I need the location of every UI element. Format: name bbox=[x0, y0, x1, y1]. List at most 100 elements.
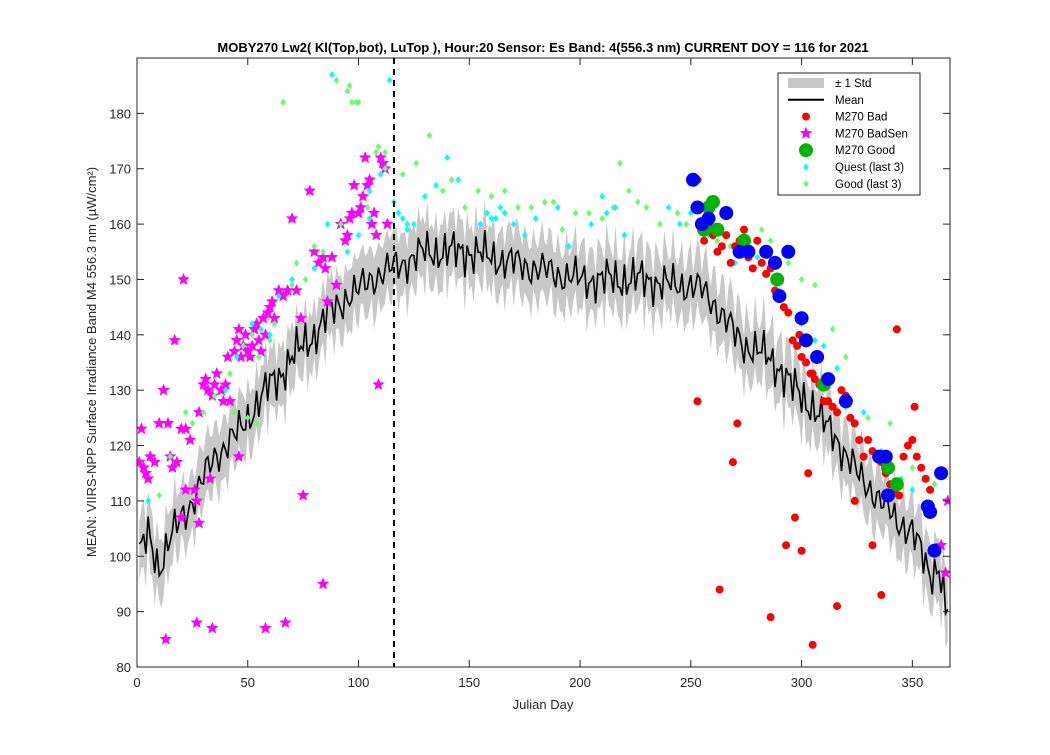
data-point bbox=[312, 256, 326, 269]
data-point bbox=[788, 336, 797, 345]
data-point bbox=[475, 187, 481, 195]
data-point bbox=[910, 402, 919, 411]
legend-item-good: M270 Good bbox=[799, 143, 895, 158]
data-point bbox=[846, 413, 855, 422]
data-point bbox=[766, 613, 775, 622]
data-point bbox=[253, 419, 260, 427]
data-point bbox=[400, 170, 406, 178]
data-point bbox=[318, 261, 332, 274]
data-point bbox=[550, 198, 557, 206]
legend-swatch bbox=[802, 112, 810, 121]
data-point bbox=[850, 419, 859, 428]
data-point bbox=[657, 220, 663, 228]
y-axis: 80 90 100 110 120 130 140 150 160 170 180 bbox=[109, 106, 950, 675]
data-point bbox=[156, 491, 162, 499]
data-point bbox=[843, 353, 849, 361]
data-point bbox=[279, 616, 292, 629]
data-point bbox=[382, 165, 388, 173]
series-blue bbox=[686, 172, 949, 558]
y-tick-label: 100 bbox=[109, 549, 131, 564]
data-point bbox=[316, 577, 330, 590]
legend-swatch bbox=[799, 143, 813, 158]
data-point bbox=[909, 464, 916, 472]
data-point bbox=[521, 231, 528, 239]
data-point bbox=[366, 187, 373, 195]
data-point bbox=[559, 226, 566, 234]
data-point bbox=[285, 211, 299, 224]
x-tick-label: 100 bbox=[348, 675, 370, 690]
x-tick-label: 150 bbox=[458, 675, 480, 690]
data-point bbox=[364, 203, 371, 211]
legend-swatch bbox=[803, 163, 809, 171]
data-point bbox=[772, 289, 787, 304]
data-point bbox=[311, 242, 318, 250]
data-point bbox=[781, 244, 796, 259]
data-point bbox=[145, 497, 151, 505]
y-tick-label: 90 bbox=[117, 605, 131, 620]
legend-label: Quest (last 3) bbox=[835, 162, 904, 174]
data-point bbox=[182, 408, 189, 416]
data-point bbox=[307, 245, 321, 258]
data-point bbox=[797, 352, 806, 361]
mean-line bbox=[138, 230, 949, 617]
data-point bbox=[356, 189, 370, 202]
data-point bbox=[812, 336, 818, 344]
data-point bbox=[713, 247, 722, 256]
x-tick-label: 350 bbox=[901, 675, 923, 690]
data-point bbox=[759, 244, 774, 259]
data-point bbox=[834, 364, 840, 372]
data-point bbox=[700, 236, 709, 245]
data-point bbox=[211, 392, 218, 400]
data-point bbox=[380, 217, 394, 230]
plot-frame bbox=[136, 57, 951, 668]
legend-item-bad: M270 Bad bbox=[802, 112, 887, 124]
data-point bbox=[462, 203, 468, 211]
data-point bbox=[174, 510, 188, 523]
data-point bbox=[880, 488, 895, 503]
data-point bbox=[455, 176, 462, 184]
data-point bbox=[230, 333, 244, 346]
data-point bbox=[674, 209, 681, 217]
data-point bbox=[205, 621, 219, 634]
data-point bbox=[148, 455, 162, 468]
data-point bbox=[354, 200, 368, 213]
data-point bbox=[347, 178, 361, 191]
data-point bbox=[333, 76, 340, 84]
data-point bbox=[488, 215, 495, 223]
legend: ± 1 Std Mean M270 Bad M270 BadSen M270 Good Q… bbox=[777, 72, 921, 196]
series-m270-badsen bbox=[137, 151, 950, 645]
data-point bbox=[501, 209, 508, 217]
data-point bbox=[311, 264, 318, 272]
data-point bbox=[320, 248, 326, 256]
data-point bbox=[824, 397, 833, 406]
data-point bbox=[710, 222, 725, 237]
data-point bbox=[717, 242, 726, 251]
data-point bbox=[289, 281, 295, 289]
data-point bbox=[821, 372, 836, 387]
data-point bbox=[909, 486, 916, 494]
data-point bbox=[139, 466, 153, 479]
data-point bbox=[289, 275, 295, 283]
data-point bbox=[676, 220, 683, 228]
data-point bbox=[290, 283, 303, 296]
data-point bbox=[338, 220, 344, 228]
data-point bbox=[341, 228, 354, 241]
legend-item-mean: Mean bbox=[788, 95, 864, 107]
data-point bbox=[850, 496, 859, 505]
data-point bbox=[812, 281, 818, 289]
data-point bbox=[643, 203, 650, 211]
data-point bbox=[612, 203, 619, 211]
data-point bbox=[804, 469, 813, 478]
data-point bbox=[912, 452, 921, 461]
data-point bbox=[344, 87, 351, 95]
data-point bbox=[159, 632, 173, 645]
data-point bbox=[838, 394, 853, 409]
data-point bbox=[690, 200, 705, 215]
legend-swatch bbox=[799, 126, 813, 139]
data-point bbox=[249, 331, 255, 339]
data-point bbox=[484, 209, 490, 217]
data-point bbox=[256, 311, 270, 324]
data-point bbox=[686, 172, 701, 187]
